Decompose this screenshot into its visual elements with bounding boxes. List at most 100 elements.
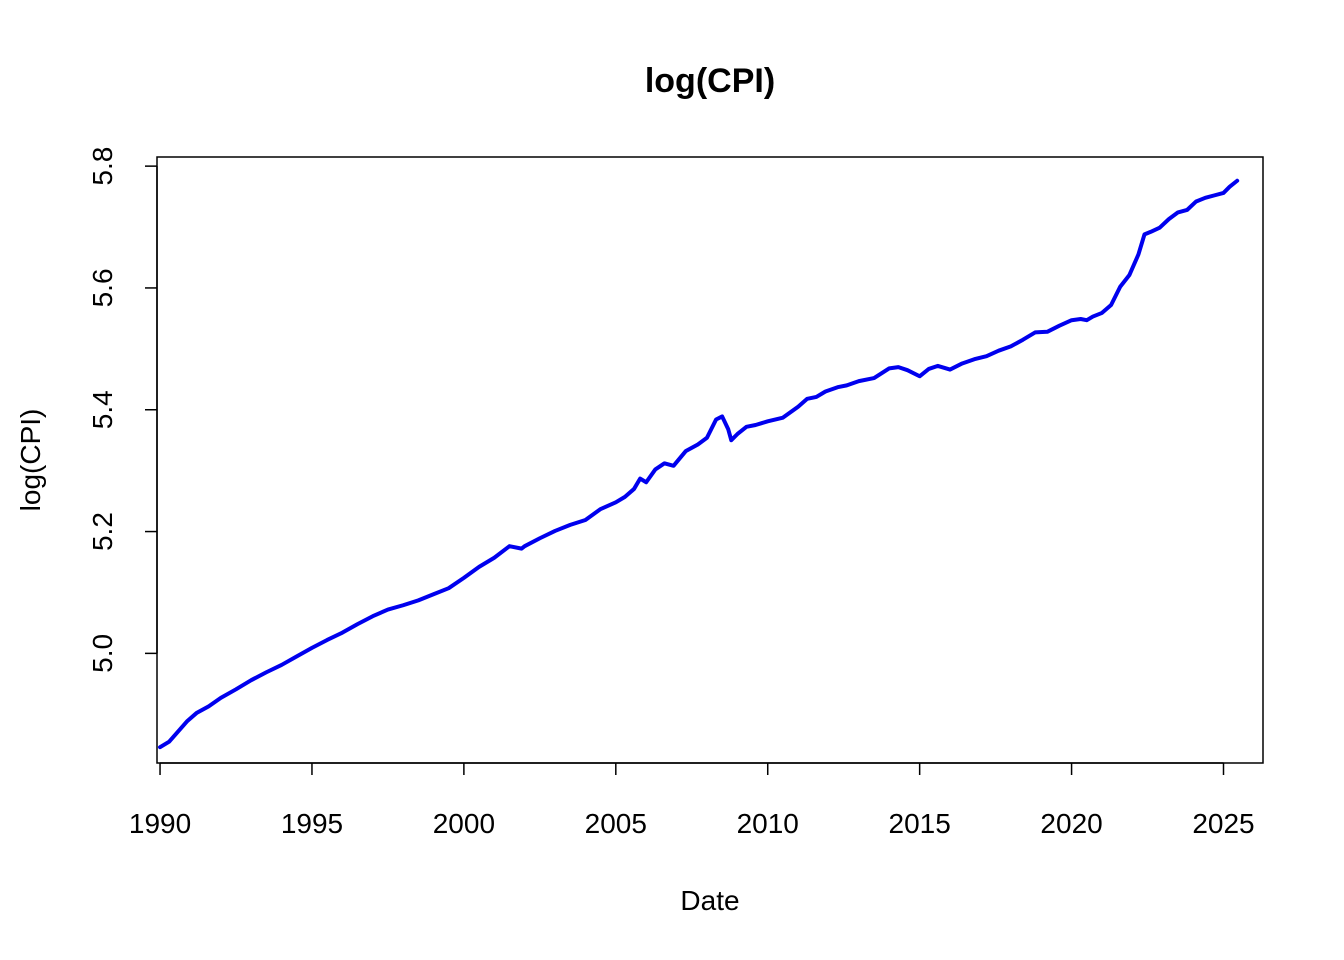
data-point	[663, 462, 666, 465]
data-point	[207, 705, 210, 708]
data-point	[1079, 317, 1082, 321]
data-point	[569, 523, 572, 527]
data-point	[599, 507, 602, 511]
data-point	[1204, 196, 1207, 200]
data-point	[836, 386, 839, 389]
data-point	[985, 354, 988, 358]
data-point	[766, 420, 769, 423]
data-point	[927, 367, 930, 371]
data-point	[1137, 253, 1140, 256]
data-point	[1235, 179, 1239, 182]
data-point	[705, 436, 709, 439]
data-point	[997, 349, 1000, 352]
data-point	[1100, 311, 1104, 315]
data-point	[796, 405, 800, 408]
data-point	[1128, 273, 1131, 277]
data-point	[310, 646, 314, 650]
data-point	[644, 481, 648, 484]
plot-area-border	[156, 156, 1264, 764]
data-point	[386, 608, 390, 611]
data-point	[806, 397, 809, 400]
data-point	[1143, 233, 1146, 236]
data-point	[462, 576, 466, 580]
data-point	[325, 638, 329, 642]
data-point	[872, 376, 876, 380]
data-point	[1149, 230, 1152, 234]
data-point	[584, 518, 587, 522]
data-point	[714, 418, 718, 421]
x-tick-label: 2010	[737, 808, 799, 839]
data-point	[1228, 185, 1231, 189]
data-point	[219, 696, 223, 700]
data-point	[745, 425, 748, 429]
data-point	[815, 395, 818, 399]
x-tick-label: 2000	[433, 808, 495, 839]
data-point	[1009, 345, 1013, 348]
data-point	[493, 556, 496, 559]
data-point	[508, 544, 511, 548]
data-point	[1046, 330, 1049, 333]
data-point	[249, 678, 253, 682]
data-point	[888, 367, 891, 370]
x-axis-label: Date	[680, 885, 739, 916]
data-point	[447, 587, 450, 590]
data-point	[614, 501, 618, 504]
x-tick-label: 2005	[585, 808, 647, 839]
data-point	[727, 428, 730, 431]
data-point	[1213, 194, 1216, 197]
series-line	[158, 178, 1240, 750]
x-tick-label: 2025	[1192, 808, 1254, 839]
data-point	[918, 375, 921, 378]
y-tick-label: 5.0	[87, 634, 118, 673]
data-point	[948, 368, 952, 371]
data-point	[824, 390, 827, 393]
series-layer	[158, 178, 1240, 750]
data-point	[1033, 331, 1037, 334]
data-point	[186, 719, 189, 723]
data-point	[632, 487, 636, 491]
data-point	[195, 711, 198, 715]
data-point	[1021, 338, 1025, 341]
data-point	[158, 745, 162, 749]
data-point	[638, 477, 642, 480]
data-point	[477, 565, 481, 569]
data-point	[280, 663, 283, 667]
data-point	[730, 439, 733, 442]
x-tick-label: 1995	[281, 808, 343, 839]
data-point	[234, 688, 238, 691]
y-axis: 5.0 5.2 5.4 5.6 5.8	[87, 147, 158, 673]
y-tick-label: 5.6	[87, 268, 118, 307]
data-point	[265, 671, 268, 674]
x-tick-label: 2020	[1040, 808, 1102, 839]
data-point	[1158, 226, 1161, 229]
data-point	[167, 740, 171, 743]
data-point	[736, 432, 739, 436]
data-point	[960, 362, 964, 365]
data-point	[654, 468, 657, 471]
x-tick-label: 2015	[889, 808, 951, 839]
data-point	[973, 358, 976, 361]
x-axis: 1990 1995 2000 2005 2010 2015 2020 2025	[129, 762, 1255, 839]
data-point	[1167, 217, 1171, 221]
data-point	[401, 604, 405, 607]
data-point	[553, 529, 557, 533]
x-tick-label: 1990	[129, 808, 191, 839]
data-point	[177, 730, 180, 733]
data-point	[356, 622, 359, 626]
chart-title: log(CPI)	[645, 62, 775, 100]
data-point	[936, 364, 940, 368]
data-point	[845, 384, 848, 387]
data-point	[295, 655, 298, 658]
data-point	[1058, 324, 1061, 327]
y-tick-label: 5.4	[87, 390, 118, 429]
data-point	[684, 449, 687, 453]
data-point	[897, 365, 900, 369]
data-point	[623, 495, 627, 499]
data-point	[538, 537, 542, 540]
data-point	[1070, 319, 1073, 322]
data-point	[1176, 211, 1180, 214]
data-point	[1185, 208, 1189, 212]
data-point	[523, 544, 526, 548]
data-point	[1222, 191, 1225, 195]
